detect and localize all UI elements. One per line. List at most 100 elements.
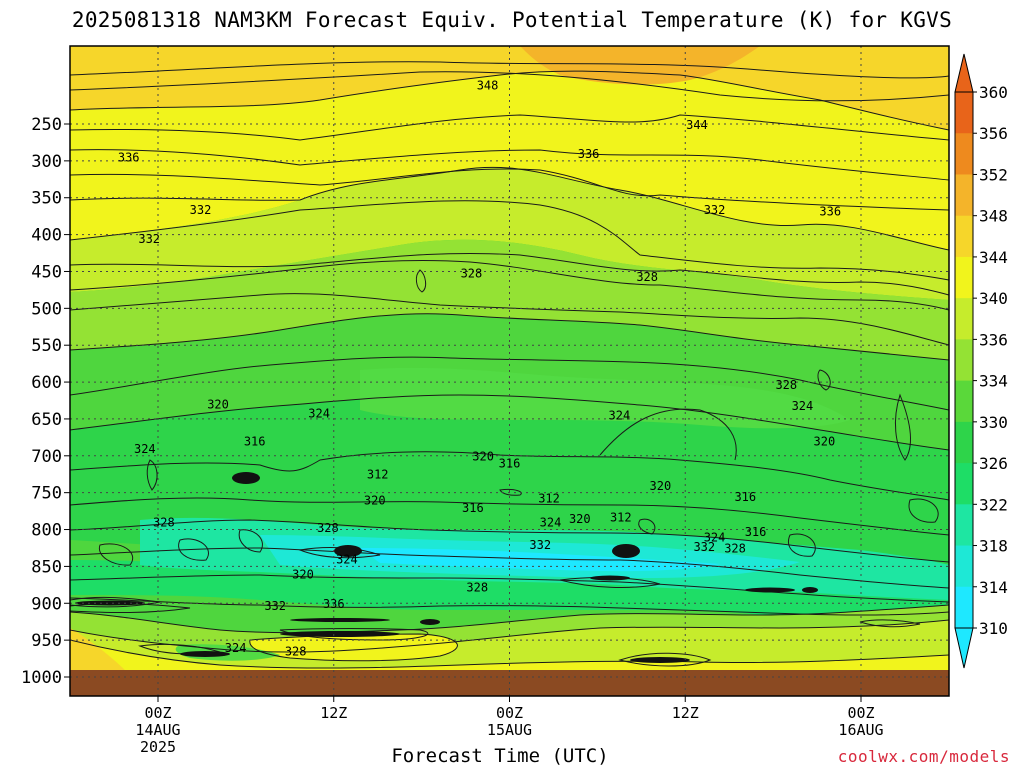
colorbar-swatch	[955, 504, 973, 547]
colorbar-frame	[954, 91, 974, 629]
colorbar-swatch	[955, 215, 973, 258]
contour-label: 328	[461, 266, 483, 280]
credit-link[interactable]: coolwx.com/models	[837, 747, 1010, 766]
y-tick-label: 500	[31, 299, 62, 319]
contour-label: 332	[264, 599, 286, 613]
colorbar-swatch	[955, 92, 973, 134]
colorbar-label: 318	[979, 537, 1008, 556]
x-tick-label: 00Z	[496, 704, 523, 722]
y-tick-label: 350	[31, 189, 62, 209]
contour-label: 324	[792, 399, 814, 413]
band-312	[360, 548, 720, 572]
colorbar-swatch	[955, 463, 973, 505]
band-330-core	[360, 367, 850, 429]
y-tick-label: 450	[31, 262, 62, 282]
contour-label: 332	[138, 232, 160, 246]
contour-label: 336	[118, 151, 140, 165]
y-tick-label: 1000	[21, 668, 62, 688]
contour-label: 312	[538, 491, 560, 505]
x-tick-label: 12Z	[320, 704, 347, 722]
colorbar-label: 310	[979, 619, 1008, 638]
x-tick-label: 00Z	[847, 704, 874, 722]
band-348	[70, 46, 949, 130]
contour-label: 328	[153, 516, 175, 530]
colorbar-label: 340	[979, 289, 1008, 308]
colorbar-label: 360	[979, 83, 1008, 102]
x-tick-label: 00Z	[144, 704, 171, 722]
contour-label: 332	[529, 538, 551, 552]
colorbar-label: 322	[979, 495, 1008, 514]
contour-label: 328	[317, 521, 339, 535]
contour-label: 316	[734, 490, 756, 504]
contour-label: 336	[323, 597, 345, 611]
x-tick-label: 2025	[140, 738, 176, 756]
colorbar-swatch	[955, 133, 973, 175]
x-tick-label: 16AUG	[838, 721, 883, 739]
grid-lines	[70, 46, 949, 696]
y-tick-label: 300	[31, 152, 62, 172]
band-low-348	[70, 628, 130, 675]
y-tick-label: 900	[31, 594, 62, 614]
contour-label: 328	[466, 581, 488, 595]
contour-label: 324	[336, 553, 358, 567]
contour-label: 316	[745, 525, 767, 539]
y-tick-label: 850	[31, 557, 62, 577]
y-tick-label: 800	[31, 521, 62, 541]
contour-label: 324	[225, 641, 247, 655]
y-tick-label: 700	[31, 447, 62, 467]
colorbar-swatch	[955, 256, 973, 299]
band-352	[520, 46, 760, 85]
band-low-340b	[249, 634, 458, 661]
colorbar-swatch	[955, 174, 973, 217]
colorbar-label: 348	[979, 207, 1008, 226]
colorbar-label: 334	[979, 372, 1008, 391]
contour-clusters	[75, 472, 818, 663]
contour-label: 324	[134, 442, 156, 456]
contour-label: 312	[610, 510, 632, 524]
colorbar-label: 344	[979, 248, 1008, 267]
x-tick-label: 14AUG	[135, 721, 180, 739]
contour-label: 332	[704, 203, 726, 217]
contour-label: 320	[292, 567, 314, 581]
y-tick-label: 600	[31, 373, 62, 393]
chart-title: 2025081318 NAM3KM Forecast Equiv. Potent…	[71, 8, 953, 32]
contour-label: 336	[578, 147, 600, 161]
colorbar-label: 330	[979, 413, 1008, 432]
y-tick-label: 250	[31, 115, 62, 135]
colorbar-label: 336	[979, 330, 1008, 349]
contour-label: 316	[244, 435, 266, 449]
y-tick-label: 750	[31, 484, 62, 504]
contour-label: 324	[308, 407, 330, 421]
contour-lines	[70, 61, 949, 669]
colorbar-label: 314	[979, 578, 1008, 597]
band-low-340	[70, 640, 949, 675]
y-tick-label: 550	[31, 336, 62, 356]
x-axis-title: Forecast Time (UTC)	[391, 745, 609, 767]
contour-label: 320	[814, 435, 836, 449]
colorbar-swatch	[955, 421, 973, 464]
colorbar-max-arrow	[954, 53, 974, 93]
colorbar-swatch	[955, 298, 973, 340]
contour-label: 332	[693, 540, 715, 554]
contour-label: 316	[499, 457, 521, 471]
colorbar-label: 356	[979, 124, 1008, 143]
contour-label: 324	[704, 530, 726, 544]
contour-label: 328	[724, 541, 746, 555]
contour-label: 324	[609, 409, 631, 423]
contour-label: 344	[686, 118, 708, 132]
contour-label: 328	[636, 270, 658, 284]
contour-label: 316	[462, 501, 484, 515]
y-tick-label: 950	[31, 631, 62, 651]
colorbar: 360 356 352 348 344 340 336 334 330 326 322 318 314 3…	[954, 53, 1008, 669]
x-tick-label: 12Z	[672, 704, 699, 722]
colorbar-label: 326	[979, 454, 1008, 473]
contour-label: 332	[190, 203, 212, 217]
contour-label: 324	[540, 516, 562, 530]
contour-label: 320	[207, 398, 229, 412]
contour-label: 336	[819, 205, 841, 219]
contour-label: 328	[285, 645, 307, 659]
